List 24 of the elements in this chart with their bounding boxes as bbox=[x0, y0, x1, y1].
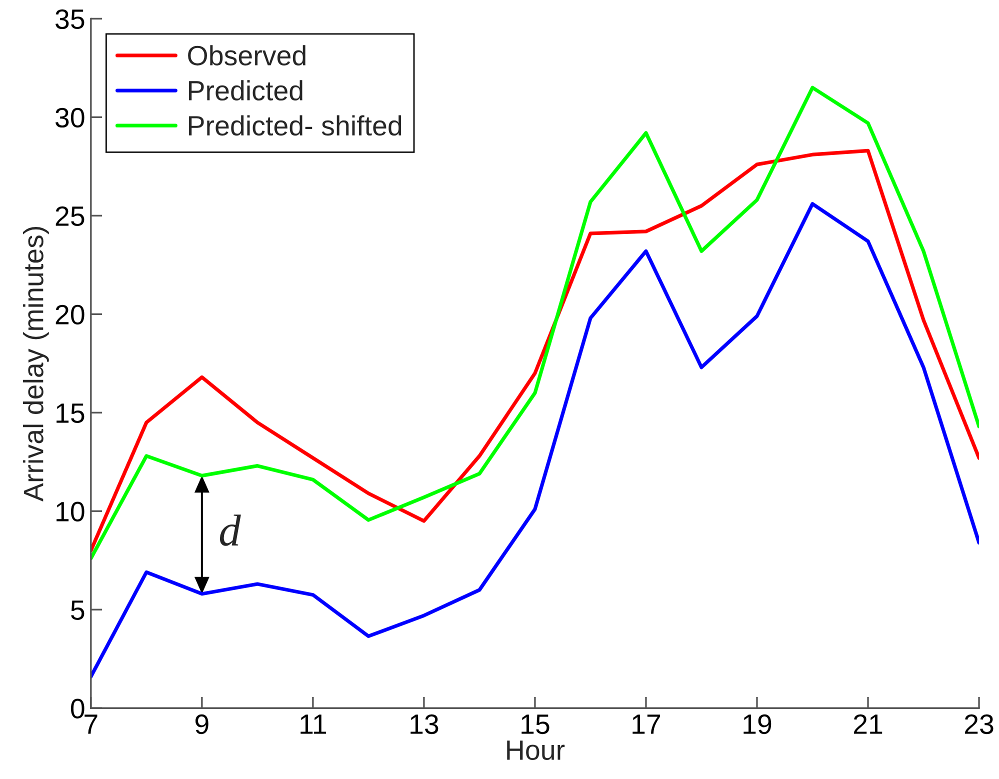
annotation: d bbox=[220, 514, 241, 546]
y-tick-label: 30 bbox=[56, 108, 84, 128]
y-tick-label: 25 bbox=[56, 206, 84, 226]
x-tick-label: 19 bbox=[744, 714, 772, 734]
x-tick-label: 13 bbox=[410, 714, 438, 734]
x-tick-label: 9 bbox=[196, 714, 208, 734]
x-tick-label: 17 bbox=[632, 714, 660, 734]
y-tick-label: 5 bbox=[71, 600, 84, 620]
x-axis-title: Hour bbox=[507, 740, 565, 760]
x-tick-label: 15 bbox=[522, 714, 550, 734]
y-tick-label: 20 bbox=[56, 304, 84, 324]
x-tick-label: 21 bbox=[854, 714, 882, 734]
x-tick-label: 7 bbox=[84, 714, 98, 734]
x-tick-label: 11 bbox=[300, 714, 326, 734]
y-tick-label: 10 bbox=[56, 502, 84, 522]
y-tick-label: 15 bbox=[56, 404, 84, 423]
x-tick-label: 23 bbox=[964, 714, 994, 734]
legend-label: Predicted bbox=[189, 80, 302, 101]
legend-label: Observed bbox=[188, 45, 306, 66]
y-tick-label: 0 bbox=[70, 698, 84, 718]
y-axis-title: Arrival delay (minutes) bbox=[23, 226, 49, 502]
legend-label: Predicted- shifted bbox=[189, 115, 402, 136]
line-series bbox=[90, 202, 980, 678]
y-tick-label: 35 bbox=[56, 9, 84, 30]
